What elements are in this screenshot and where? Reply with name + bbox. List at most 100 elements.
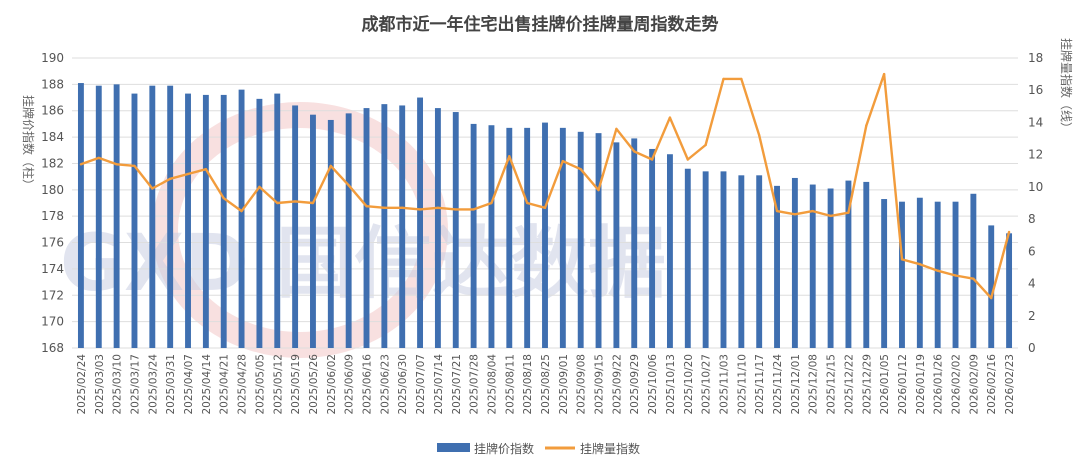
listing-count-point (168, 177, 172, 181)
price-index-bar (238, 89, 245, 349)
listing-count-point (525, 201, 529, 205)
x-tick-label: 2025/06/09 (344, 354, 356, 415)
x-tick-label: 2025/04/14 (201, 354, 213, 415)
x-tick-label: 2026/01/26 (933, 354, 945, 415)
x-tick-label: 2025/11/03 (719, 354, 731, 415)
left-tick-label: 184 (41, 130, 64, 144)
listing-count-point (865, 124, 868, 127)
listing-count-point (615, 127, 618, 131)
x-tick-label: 2025/09/08 (576, 354, 588, 415)
price-index-bar (542, 122, 548, 348)
x-tick-label: 2025/11/10 (736, 354, 748, 415)
price-index-bar (791, 177, 798, 348)
left-tick-label: 172 (41, 288, 64, 302)
x-tick-label: 2025/07/07 (415, 354, 427, 415)
listing-count-point (704, 143, 707, 147)
price-index-bar (434, 108, 441, 348)
listing-count-point (650, 158, 654, 161)
listing-count-point (79, 163, 83, 166)
price-index-bar (738, 175, 745, 348)
price-index-bar (131, 93, 138, 348)
left-tick-label: 178 (41, 209, 64, 223)
x-tick-label: 2025/04/28 (237, 354, 249, 415)
price-index-bar (310, 114, 316, 348)
x-tick-label: 2025/06/30 (397, 354, 409, 415)
x-tick-label: 2025/03/10 (112, 354, 124, 415)
legend-bar-swatch (437, 443, 470, 452)
listing-count-point (365, 205, 368, 208)
price-index-bar (95, 85, 102, 348)
listing-count-point (508, 155, 511, 158)
right-tick-label: 2 (1028, 309, 1036, 323)
x-tick-label: 2025/03/31 (165, 354, 177, 415)
listing-count-point (936, 269, 939, 272)
listing-count-point (347, 184, 350, 187)
price-index-bar (256, 98, 263, 348)
x-tick-label: 2025/10/13 (665, 354, 677, 415)
x-tick-label: 2025/06/23 (379, 354, 391, 415)
x-tick-label: 2025/05/19 (290, 354, 302, 415)
listing-count-point (151, 187, 154, 190)
x-tick-label: 2025/07/28 (469, 354, 481, 415)
left-tick-label: 190 (41, 51, 64, 65)
x-tick-label: 2025/12/01 (790, 354, 802, 415)
listing-count-point (793, 213, 797, 216)
x-tick-label: 2026/01/19 (915, 354, 927, 415)
listing-count-point (597, 188, 600, 192)
x-tick-label: 2026/02/16 (986, 354, 998, 415)
x-tick-label: 2025/09/15 (594, 354, 606, 415)
listing-count-point (1007, 230, 1011, 234)
x-tick-label: 2025/03/03 (94, 354, 106, 415)
right-axis-title: 挂牌量指数（线） (1059, 38, 1074, 134)
listing-count-point (900, 258, 904, 261)
right-tick-label: 14 (1028, 115, 1043, 129)
listing-count-point (436, 206, 440, 210)
price-index-bar (684, 168, 691, 348)
right-tick-label: 8 (1028, 212, 1036, 226)
right-tick-label: 10 (1028, 180, 1043, 194)
listing-count-point (490, 201, 493, 205)
listing-count-point (740, 77, 743, 81)
listing-count-point (240, 209, 243, 213)
x-tick-label: 2025/06/02 (326, 354, 338, 415)
left-tick-label: 188 (41, 77, 64, 91)
x-tick-label: 2025/10/06 (647, 354, 659, 415)
legend: 挂牌价指数 挂牌量指数 (437, 441, 640, 456)
price-index-bar (274, 93, 281, 348)
x-tick-label: 2025/04/21 (219, 354, 231, 415)
x-tick-label: 2025/08/04 (487, 354, 499, 415)
price-index-bar (470, 123, 477, 348)
price-index-bar (417, 97, 424, 348)
price-index-bar (363, 108, 370, 348)
price-index-bar (399, 105, 406, 348)
listing-count-point (918, 263, 922, 266)
listing-count-point (847, 211, 850, 214)
listing-count-point (454, 208, 457, 211)
listing-count-point (722, 77, 725, 81)
price-index-bar (720, 171, 727, 348)
price-index-bar (899, 201, 905, 348)
price-index-bar (916, 197, 923, 348)
x-tick-label: 2025/12/15 (826, 354, 838, 415)
price-index-bar (345, 113, 352, 348)
price-index-bar (577, 131, 584, 348)
price-index-bar (149, 85, 156, 348)
left-tick-label: 176 (41, 236, 64, 250)
listing-count-point (222, 196, 225, 200)
right-tick-label: 0 (1028, 341, 1036, 355)
left-tick-label: 182 (41, 156, 64, 170)
x-tick-label: 2025/08/25 (540, 354, 552, 415)
price-index-bar (988, 225, 995, 348)
left-tick-label: 170 (41, 315, 64, 329)
x-tick-label: 2026/02/09 (968, 354, 980, 415)
price-index-bar (381, 104, 388, 349)
x-tick-label: 2025/08/11 (504, 354, 516, 415)
price-index-bar (774, 185, 780, 348)
price-index-bar (702, 171, 709, 348)
price-index-bar (327, 119, 334, 348)
x-tick-label: 2025/12/08 (808, 354, 820, 415)
x-tick-label: 2025/12/22 (843, 354, 855, 415)
listing-count-point (115, 163, 118, 166)
price-index-bar (167, 85, 174, 348)
